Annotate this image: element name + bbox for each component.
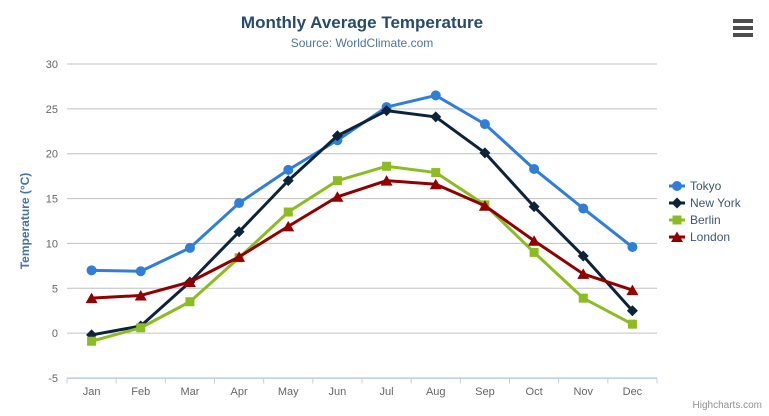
data-point-tokyo[interactable] [283, 164, 294, 175]
data-point-london[interactable] [478, 200, 491, 211]
data-point-london[interactable] [577, 268, 590, 279]
data-point-berlin[interactable] [185, 297, 195, 307]
data-point-tokyo[interactable] [86, 265, 97, 276]
series-line-london[interactable] [90, 179, 634, 300]
y-axis-label: 20 [46, 149, 58, 161]
y-axis-label: 5 [52, 283, 58, 295]
x-axis-label: Jun [329, 386, 347, 398]
data-point-new-york[interactable] [479, 147, 491, 159]
data-point-berlin[interactable] [529, 247, 539, 257]
data-point-berlin[interactable] [283, 207, 293, 217]
export-menu-button[interactable] [733, 18, 757, 38]
chart-subtitle: Source: WorldClimate.com [290, 36, 434, 50]
y-axis-label: 15 [46, 194, 58, 206]
x-axis-label: Feb [131, 386, 150, 398]
y-axis-label: -5 [48, 373, 58, 385]
hamburger-icon [733, 19, 753, 23]
diamond-icon [671, 197, 683, 208]
legend-marker-icon-new-york [669, 197, 685, 208]
x-axis-label: Apr [231, 386, 248, 398]
data-point-berlin[interactable] [382, 161, 392, 171]
data-point-tokyo[interactable] [479, 119, 490, 130]
legend-label: Tokyo [690, 178, 722, 193]
legend-item-tokyo[interactable]: Tokyo [669, 177, 741, 194]
credits-link[interactable]: Highcharts.com [692, 400, 762, 411]
data-point-london[interactable] [282, 220, 295, 232]
data-point-berlin[interactable] [578, 293, 588, 303]
triangle-icon [671, 231, 683, 242]
circle-icon [672, 180, 682, 191]
data-point-london[interactable] [626, 284, 639, 296]
data-point-london[interactable] [233, 251, 246, 262]
x-axis-label: Dec [623, 386, 643, 398]
data-point-london[interactable] [528, 235, 541, 246]
legend-label: Berlin [690, 212, 721, 227]
x-axis-label: May [278, 386, 299, 398]
data-point-berlin[interactable] [431, 168, 441, 178]
data-point-new-york[interactable] [381, 105, 393, 117]
data-point-new-york[interactable] [528, 201, 540, 213]
data-point-berlin[interactable] [332, 176, 342, 186]
x-axis-label: Sep [475, 386, 495, 398]
data-point-tokyo[interactable] [135, 266, 146, 277]
legend-label: London [690, 229, 731, 244]
data-point-new-york[interactable] [430, 111, 442, 123]
x-axis-label: Jan [83, 386, 101, 398]
chart-title: Monthly Average Temperature [240, 13, 484, 32]
data-point-london[interactable] [183, 276, 196, 288]
data-point-berlin[interactable] [87, 336, 97, 346]
data-point-tokyo[interactable] [578, 203, 589, 214]
legend-item-new-york[interactable]: New York [669, 194, 741, 211]
series-line-berlin[interactable] [90, 164, 634, 343]
y-axis-label: 10 [46, 238, 58, 250]
data-point-tokyo[interactable] [430, 90, 441, 101]
data-point-tokyo[interactable] [234, 198, 245, 209]
data-point-tokyo[interactable] [529, 163, 540, 174]
data-point-berlin[interactable] [627, 319, 637, 329]
data-point-new-york[interactable] [331, 130, 343, 142]
x-axis-label: Nov [573, 386, 593, 398]
legend-marker-icon-london [669, 231, 685, 242]
legend-item-london[interactable]: London [669, 228, 741, 245]
data-point-tokyo[interactable] [627, 242, 638, 253]
x-axis-label: Oct [526, 386, 543, 398]
y-axis-label: 0 [52, 328, 58, 340]
data-point-london[interactable] [380, 175, 393, 186]
data-point-new-york[interactable] [282, 175, 294, 187]
x-axis-label: Jul [380, 386, 394, 398]
legend-label: New York [690, 195, 741, 210]
x-axis-label: Aug [426, 386, 446, 398]
data-point-london[interactable] [429, 178, 442, 190]
data-point-new-york[interactable] [626, 305, 638, 317]
data-point-berlin[interactable] [136, 323, 146, 333]
hamburger-icon [733, 26, 753, 30]
legend-item-berlin[interactable]: Berlin [669, 211, 741, 228]
y-axis-label: 25 [46, 104, 58, 116]
legend-marker-icon-tokyo [669, 180, 685, 191]
data-point-london[interactable] [85, 292, 98, 304]
data-point-new-york[interactable] [233, 226, 245, 238]
data-point-london[interactable] [331, 191, 344, 202]
data-point-new-york[interactable] [577, 250, 589, 262]
data-point-tokyo[interactable] [184, 242, 195, 253]
square-icon [672, 215, 682, 224]
legend: Tokyo New York Berlin London [669, 177, 741, 245]
series-line-new-york[interactable] [90, 109, 634, 337]
data-point-london[interactable] [134, 289, 147, 301]
legend-marker-icon-berlin [669, 215, 685, 224]
x-axis-label: Mar [180, 386, 199, 398]
hamburger-icon [733, 33, 753, 37]
y-axis-label: 30 [46, 59, 58, 71]
